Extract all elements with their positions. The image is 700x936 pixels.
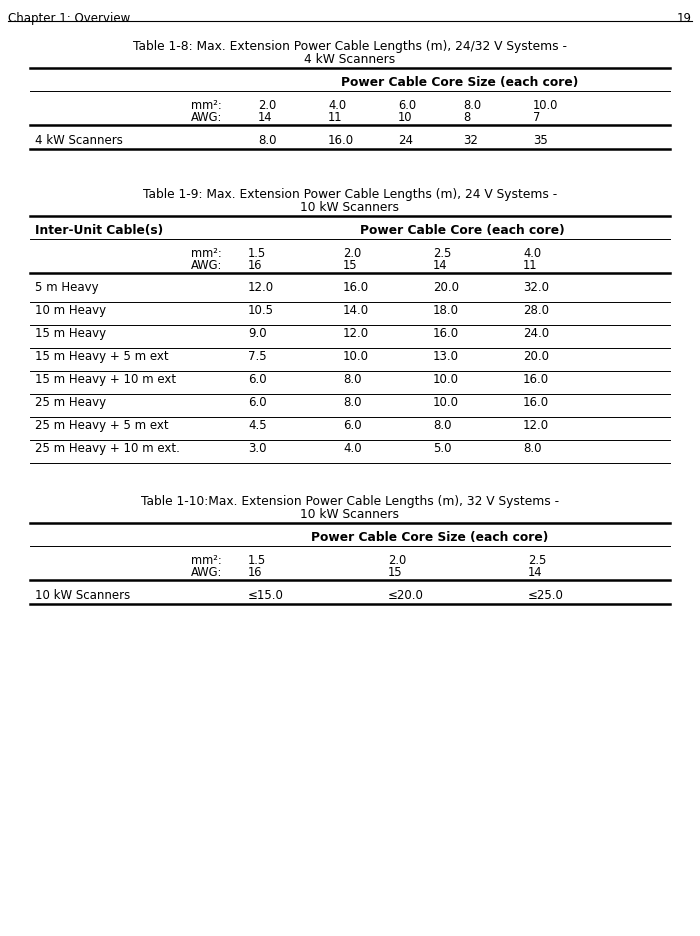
Text: 16.0: 16.0 (343, 281, 369, 294)
Text: AWG:: AWG: (190, 110, 222, 124)
Text: ≤20.0: ≤20.0 (388, 589, 424, 601)
Text: 8: 8 (463, 110, 470, 124)
Text: 16.0: 16.0 (523, 373, 549, 386)
Text: AWG:: AWG: (190, 258, 222, 271)
Text: ≤15.0: ≤15.0 (248, 589, 284, 601)
Text: Power Cable Core (each core): Power Cable Core (each core) (360, 224, 565, 237)
Text: 7.5: 7.5 (248, 350, 267, 362)
Text: 20.0: 20.0 (433, 281, 459, 294)
Text: 20.0: 20.0 (523, 350, 549, 362)
Text: 8.0: 8.0 (343, 396, 361, 408)
Text: 25 m Heavy: 25 m Heavy (35, 396, 106, 408)
Text: 8.0: 8.0 (433, 418, 452, 431)
Text: 15: 15 (388, 565, 402, 578)
Text: 11: 11 (523, 258, 538, 271)
Text: 2.0: 2.0 (258, 99, 276, 112)
Text: 4.0: 4.0 (343, 442, 362, 455)
Text: Table 1-8: Max. Extension Power Cable Lengths (m), 24/32 V Systems -: Table 1-8: Max. Extension Power Cable Le… (133, 40, 567, 53)
Text: ≤25.0: ≤25.0 (528, 589, 564, 601)
Text: 8.0: 8.0 (258, 134, 276, 147)
Text: 13.0: 13.0 (433, 350, 459, 362)
Text: 16: 16 (248, 258, 262, 271)
Text: 24.0: 24.0 (523, 327, 549, 340)
Text: 10 kW Scanners: 10 kW Scanners (35, 589, 130, 601)
Text: 16.0: 16.0 (328, 134, 354, 147)
Text: 10 kW Scanners: 10 kW Scanners (300, 201, 400, 213)
Text: 15 m Heavy + 10 m ext: 15 m Heavy + 10 m ext (35, 373, 176, 386)
Text: 15 m Heavy + 5 m ext: 15 m Heavy + 5 m ext (35, 350, 169, 362)
Text: 14.0: 14.0 (343, 303, 369, 316)
Text: 6.0: 6.0 (343, 418, 362, 431)
Text: 35: 35 (533, 134, 547, 147)
Text: 32.0: 32.0 (523, 281, 549, 294)
Text: mm²:: mm²: (191, 247, 222, 259)
Text: 24: 24 (398, 134, 413, 147)
Text: AWG:: AWG: (190, 565, 222, 578)
Text: 10.0: 10.0 (343, 350, 369, 362)
Text: Inter-Unit Cable(s): Inter-Unit Cable(s) (35, 224, 163, 237)
Text: 18.0: 18.0 (433, 303, 459, 316)
Text: 5 m Heavy: 5 m Heavy (35, 281, 99, 294)
Text: 12.0: 12.0 (523, 418, 549, 431)
Text: Power Cable Core Size (each core): Power Cable Core Size (each core) (342, 76, 579, 89)
Text: Table 1-10:Max. Extension Power Cable Lengths (m), 32 V Systems -: Table 1-10:Max. Extension Power Cable Le… (141, 494, 559, 507)
Text: 25 m Heavy + 10 m ext.: 25 m Heavy + 10 m ext. (35, 442, 180, 455)
Text: 8.0: 8.0 (343, 373, 361, 386)
Text: 5.0: 5.0 (433, 442, 452, 455)
Text: 15 m Heavy: 15 m Heavy (35, 327, 106, 340)
Text: 14: 14 (433, 258, 447, 271)
Text: 8.0: 8.0 (463, 99, 481, 112)
Text: 14: 14 (258, 110, 272, 124)
Text: 2.0: 2.0 (388, 553, 406, 566)
Text: Power Cable Core Size (each core): Power Cable Core Size (each core) (312, 531, 549, 544)
Text: 16.0: 16.0 (523, 396, 549, 408)
Text: 6.0: 6.0 (248, 396, 267, 408)
Text: 10 kW Scanners: 10 kW Scanners (300, 507, 400, 520)
Text: 4.0: 4.0 (328, 99, 346, 112)
Text: 19: 19 (677, 12, 692, 25)
Text: 3.0: 3.0 (248, 442, 267, 455)
Text: 10 m Heavy: 10 m Heavy (35, 303, 106, 316)
Text: 10.5: 10.5 (248, 303, 274, 316)
Text: 15: 15 (343, 258, 358, 271)
Text: 7: 7 (533, 110, 540, 124)
Text: 10.0: 10.0 (433, 373, 459, 386)
Text: 4.5: 4.5 (248, 418, 267, 431)
Text: 16: 16 (248, 565, 262, 578)
Text: 6.0: 6.0 (248, 373, 267, 386)
Text: 2.5: 2.5 (528, 553, 547, 566)
Text: Table 1-9: Max. Extension Power Cable Lengths (m), 24 V Systems -: Table 1-9: Max. Extension Power Cable Le… (143, 188, 557, 201)
Text: 4 kW Scanners: 4 kW Scanners (35, 134, 123, 147)
Text: 8.0: 8.0 (523, 442, 542, 455)
Text: 10.0: 10.0 (533, 99, 559, 112)
Text: 10.0: 10.0 (433, 396, 459, 408)
Text: mm²:: mm²: (191, 99, 222, 112)
Text: 28.0: 28.0 (523, 303, 549, 316)
Text: 2.5: 2.5 (433, 247, 452, 259)
Text: 9.0: 9.0 (248, 327, 267, 340)
Text: 6.0: 6.0 (398, 99, 416, 112)
Text: 12.0: 12.0 (248, 281, 274, 294)
Text: Chapter 1: Overview: Chapter 1: Overview (8, 12, 130, 25)
Text: 16.0: 16.0 (433, 327, 459, 340)
Text: 4.0: 4.0 (523, 247, 541, 259)
Text: 1.5: 1.5 (248, 247, 266, 259)
Text: 10: 10 (398, 110, 412, 124)
Text: 32: 32 (463, 134, 478, 147)
Text: 2.0: 2.0 (343, 247, 361, 259)
Text: 14: 14 (528, 565, 542, 578)
Text: 25 m Heavy + 5 m ext: 25 m Heavy + 5 m ext (35, 418, 169, 431)
Text: 12.0: 12.0 (343, 327, 369, 340)
Text: 1.5: 1.5 (248, 553, 266, 566)
Text: mm²:: mm²: (191, 553, 222, 566)
Text: 11: 11 (328, 110, 342, 124)
Text: 4 kW Scanners: 4 kW Scanners (304, 53, 395, 66)
